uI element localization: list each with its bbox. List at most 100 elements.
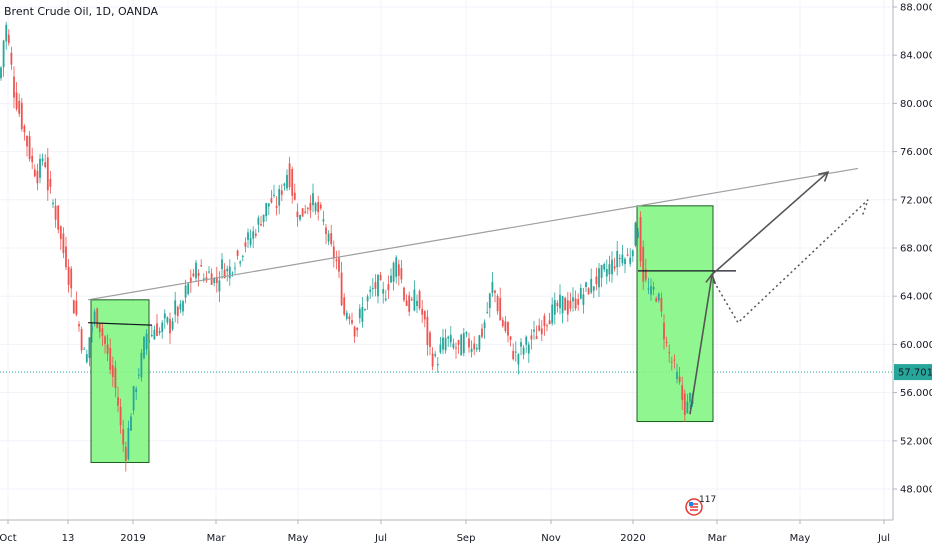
candle-body <box>70 268 73 289</box>
highlight-box <box>636 205 714 423</box>
candle-body <box>135 388 138 392</box>
drawing-tools[interactable] <box>87 167 869 415</box>
candle-body <box>195 262 197 279</box>
candle-body <box>244 242 247 247</box>
candle-body <box>483 322 486 329</box>
candle-body <box>314 203 317 212</box>
price-axis[interactable]: 48.000 52.000 56.000 60.000 64.000 68.000 72.0… <box>892 0 932 520</box>
candle-body <box>486 311 489 313</box>
candle-body <box>491 281 494 294</box>
candle-body <box>202 278 205 280</box>
candle-body <box>642 246 645 282</box>
candle-body <box>117 397 119 406</box>
candle-body <box>184 285 187 298</box>
candle-body <box>395 257 398 277</box>
badge-count: 117 <box>699 495 717 505</box>
projection-arrowhead-end <box>818 170 830 182</box>
candle-body <box>504 321 507 331</box>
candle-body <box>15 92 18 110</box>
last-price-tag <box>894 364 932 381</box>
candle-body <box>650 286 652 295</box>
candle-body <box>665 341 668 344</box>
candle-body <box>611 259 613 275</box>
candle-body <box>93 311 96 323</box>
candle-body <box>98 323 101 332</box>
candle-body <box>257 217 260 225</box>
candle-body <box>10 52 13 65</box>
candle-body <box>114 367 117 389</box>
y-tick-label: 84.000 <box>900 51 932 62</box>
candle-body <box>236 250 239 256</box>
candle-body <box>228 266 231 279</box>
candle-body <box>36 170 39 184</box>
candle-body <box>535 336 538 339</box>
candle-body <box>65 246 67 268</box>
candle-body <box>28 136 31 160</box>
candle-body <box>104 336 106 344</box>
candle-body <box>572 297 574 302</box>
candle-body <box>156 323 158 336</box>
candle-body <box>299 214 301 220</box>
candle-body <box>616 250 619 268</box>
y-tick-label: 76.000 <box>900 147 932 158</box>
candle-body <box>33 169 36 177</box>
candle-body <box>426 316 429 346</box>
candle-body <box>533 329 535 332</box>
candle-body <box>405 300 408 306</box>
candle-body <box>403 287 405 301</box>
candle-body <box>78 324 80 327</box>
candle-body <box>413 289 416 311</box>
candle-body <box>678 376 681 383</box>
candle-body <box>494 290 496 293</box>
candle-body <box>439 344 442 353</box>
x-tick-label: Nov <box>541 533 561 544</box>
candle-body <box>348 316 351 320</box>
notification-badge[interactable]: 117 <box>685 495 717 517</box>
candle-body <box>215 277 218 284</box>
candle-body <box>369 289 372 292</box>
candle-body <box>559 294 561 309</box>
candle-body <box>634 222 637 246</box>
candle-body <box>176 306 179 316</box>
candle-body <box>130 416 132 431</box>
candle-body <box>260 223 262 226</box>
candle-body <box>182 301 184 312</box>
candle-body <box>218 280 221 292</box>
candle-body <box>96 308 99 328</box>
time-axis[interactable]: Oct 13 2019 Mar May Jul Sep Nov 2020 Mar May Jul <box>0 519 893 544</box>
candle-body <box>657 293 660 301</box>
candle-body <box>397 264 400 276</box>
candle-body <box>85 354 88 363</box>
candle-body <box>208 271 210 273</box>
candle-body <box>460 334 463 356</box>
candle-body <box>158 331 161 333</box>
candle-body <box>301 208 304 217</box>
candle-body <box>23 125 26 133</box>
candle-body <box>442 337 444 350</box>
candle-body <box>400 268 403 280</box>
candle-body <box>608 264 611 275</box>
candle-body <box>20 102 23 130</box>
candle-body <box>582 294 585 305</box>
candle-body <box>124 446 127 461</box>
projection-path-dotted <box>713 199 869 324</box>
candle-body <box>252 231 255 239</box>
candle-body <box>481 328 483 337</box>
candle-body <box>353 326 356 337</box>
candle-body <box>57 205 60 230</box>
candle-body <box>231 272 234 274</box>
candle-body <box>49 178 52 187</box>
y-tick-label: 88.000 <box>900 3 932 14</box>
candle-body <box>153 329 156 340</box>
x-tick-label: Sep <box>457 533 476 544</box>
candle-body <box>343 297 346 315</box>
candle-body <box>283 183 286 186</box>
candle-body <box>293 192 296 200</box>
candle-body <box>127 428 130 459</box>
candle-body <box>530 335 533 340</box>
candle-body <box>390 275 392 283</box>
candle-body <box>579 287 582 299</box>
candle-body <box>249 238 252 245</box>
candle-body <box>41 158 44 162</box>
